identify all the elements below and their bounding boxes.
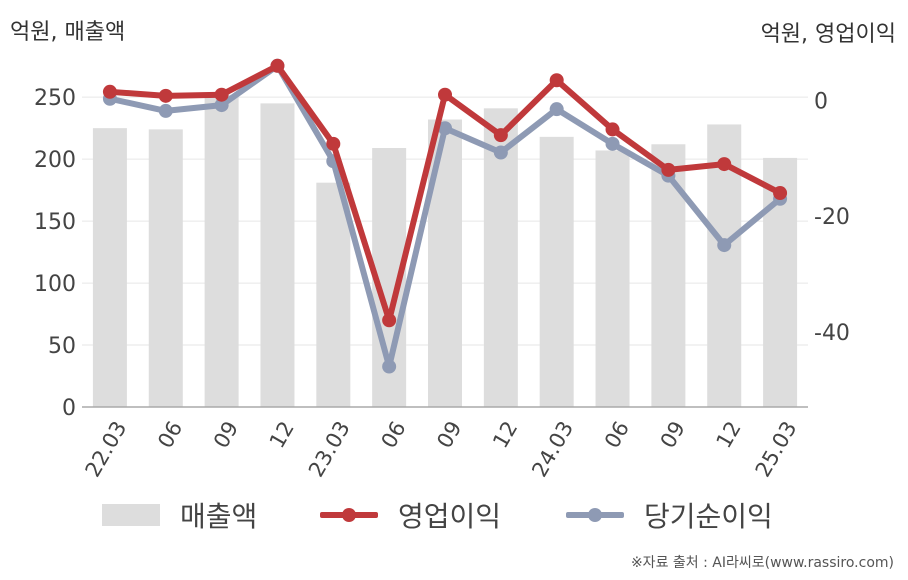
x-axis-tick-label: 06 bbox=[376, 417, 410, 452]
data-point bbox=[717, 157, 732, 172]
left-axis-tick-label: 200 bbox=[34, 148, 76, 173]
bar bbox=[539, 136, 574, 408]
data-point bbox=[270, 58, 285, 73]
data-point bbox=[661, 162, 676, 177]
legend-bar-swatch bbox=[102, 504, 160, 526]
data-point bbox=[158, 103, 173, 118]
left-axis-tick-label: 0 bbox=[62, 396, 76, 421]
bar bbox=[260, 103, 295, 407]
data-point bbox=[549, 102, 564, 117]
data-point bbox=[438, 121, 452, 136]
legend-label-revenue: 매출액 bbox=[180, 500, 258, 533]
bar bbox=[204, 94, 239, 407]
bar bbox=[595, 150, 630, 408]
bar bbox=[148, 129, 183, 407]
data-point bbox=[773, 186, 788, 201]
data-point bbox=[438, 87, 452, 102]
data-point bbox=[549, 73, 564, 88]
source-note: ※자료 출처 : AI라씨로(www.rassiro.com) bbox=[630, 555, 894, 571]
left-axis-tick-label: 250 bbox=[34, 86, 76, 111]
bar bbox=[651, 144, 686, 407]
data-point bbox=[326, 136, 341, 151]
legend-item-net-income: 당기순이익 bbox=[566, 490, 773, 540]
x-axis-tick-label: 06 bbox=[153, 417, 187, 452]
x-axis-tick-label: 24.03 bbox=[527, 417, 578, 481]
x-axis-tick-label: 09 bbox=[432, 417, 466, 452]
x-axis-tick-label: 09 bbox=[209, 417, 243, 452]
data-point bbox=[214, 87, 229, 102]
left-axis-unit-label: 억원, 매출액 bbox=[10, 20, 126, 45]
data-point bbox=[493, 128, 508, 143]
x-axis-tick-label: 12 bbox=[488, 417, 522, 452]
legend: 매출액 영업이익 당기순이익 bbox=[0, 490, 908, 540]
data-point bbox=[382, 313, 397, 328]
data-point bbox=[158, 88, 173, 103]
x-axis-tick-label: 23.03 bbox=[304, 417, 355, 481]
right-axis-unit-label: 억원, 영업이익 bbox=[760, 22, 896, 47]
legend-label-net-income: 당기순이익 bbox=[644, 500, 773, 533]
x-axis-tick-label: 09 bbox=[656, 417, 690, 452]
bar-series bbox=[92, 94, 798, 408]
data-point bbox=[493, 145, 508, 160]
left-axis-tick-label: 150 bbox=[34, 210, 76, 235]
x-axis-tick-label: 06 bbox=[600, 417, 634, 452]
data-point bbox=[605, 136, 620, 151]
right-axis-tick-label: 0 bbox=[814, 89, 828, 114]
x-axis-tick-label: 12 bbox=[712, 417, 746, 452]
data-point bbox=[382, 359, 397, 374]
legend-item-revenue: 매출액 bbox=[102, 490, 257, 540]
x-axis-tick-label: 12 bbox=[265, 417, 299, 452]
data-point bbox=[605, 122, 620, 137]
left-axis-tick-label: 50 bbox=[48, 334, 76, 359]
legend-line-swatch bbox=[320, 504, 378, 526]
right-axis-tick-label: -40 bbox=[814, 321, 850, 346]
left-axis-tick-label: 100 bbox=[34, 272, 76, 297]
bar bbox=[92, 128, 127, 408]
legend-item-operating-profit: 영업이익 bbox=[320, 490, 501, 540]
line-series bbox=[102, 58, 788, 374]
data-point bbox=[102, 84, 117, 99]
data-point bbox=[717, 238, 732, 253]
right-axis-tick-label: -20 bbox=[814, 205, 850, 230]
bar bbox=[316, 182, 351, 407]
data-point bbox=[214, 98, 229, 113]
x-axis-tick-label: 22.03 bbox=[81, 417, 132, 481]
bar bbox=[428, 119, 462, 407]
legend-line-swatch bbox=[566, 504, 624, 526]
x-axis-tick-label: 25.03 bbox=[751, 417, 802, 481]
legend-label-operating-profit: 영업이익 bbox=[398, 500, 502, 533]
